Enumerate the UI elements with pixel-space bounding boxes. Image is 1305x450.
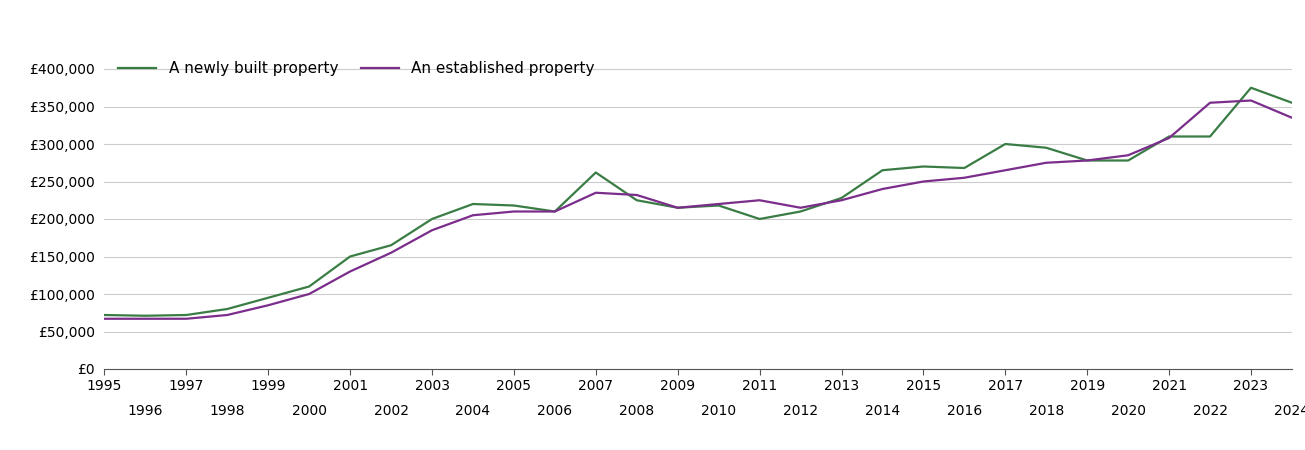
An established property — [711, 201, 727, 207]
An established property — [506, 209, 522, 214]
A newly built property — [752, 216, 767, 222]
An established property — [916, 179, 932, 184]
A newly built property — [834, 195, 850, 201]
A newly built property — [1161, 134, 1177, 139]
Line: A newly built property: A newly built property — [104, 88, 1292, 316]
A newly built property — [137, 313, 153, 319]
A newly built property — [384, 243, 399, 248]
An established property — [792, 205, 808, 211]
A newly built property — [1244, 85, 1259, 90]
An established property — [137, 316, 153, 321]
A newly built property — [506, 203, 522, 208]
An established property — [874, 186, 890, 192]
A newly built property — [997, 141, 1013, 147]
A newly built property — [669, 205, 685, 211]
A newly built property — [424, 216, 440, 222]
A newly built property — [219, 306, 235, 312]
A newly built property — [1079, 158, 1095, 163]
An established property — [179, 316, 194, 321]
A newly built property — [874, 167, 890, 173]
An established property — [752, 198, 767, 203]
An established property — [301, 291, 317, 297]
An established property — [1202, 100, 1218, 105]
A newly built property — [1120, 158, 1135, 163]
A newly built property — [1202, 134, 1218, 139]
A newly built property — [261, 295, 277, 301]
A newly built property — [916, 164, 932, 169]
An established property — [1244, 98, 1259, 103]
An established property — [1284, 115, 1300, 121]
An established property — [1120, 153, 1135, 158]
An established property — [957, 175, 972, 180]
An established property — [997, 167, 1013, 173]
An established property — [219, 312, 235, 318]
A newly built property — [957, 165, 972, 171]
An established property — [424, 228, 440, 233]
An established property — [342, 269, 358, 274]
An established property — [97, 316, 112, 321]
An established property — [834, 198, 850, 203]
An established property — [629, 192, 645, 198]
Line: An established property: An established property — [104, 100, 1292, 319]
Legend: A newly built property, An established property: A newly built property, An established p… — [112, 55, 602, 82]
A newly built property — [1284, 100, 1300, 105]
A newly built property — [465, 201, 480, 207]
A newly built property — [97, 312, 112, 318]
An established property — [669, 205, 685, 211]
An established property — [465, 212, 480, 218]
A newly built property — [301, 284, 317, 289]
An established property — [1161, 135, 1177, 141]
A newly built property — [1039, 145, 1054, 150]
A newly built property — [179, 312, 194, 318]
A newly built property — [342, 254, 358, 259]
A newly built property — [629, 198, 645, 203]
An established property — [261, 302, 277, 308]
A newly built property — [792, 209, 808, 214]
An established property — [384, 250, 399, 256]
A newly built property — [589, 170, 604, 175]
A newly built property — [711, 203, 727, 208]
An established property — [547, 209, 562, 214]
An established property — [589, 190, 604, 195]
An established property — [1079, 158, 1095, 163]
A newly built property — [547, 209, 562, 214]
An established property — [1039, 160, 1054, 166]
